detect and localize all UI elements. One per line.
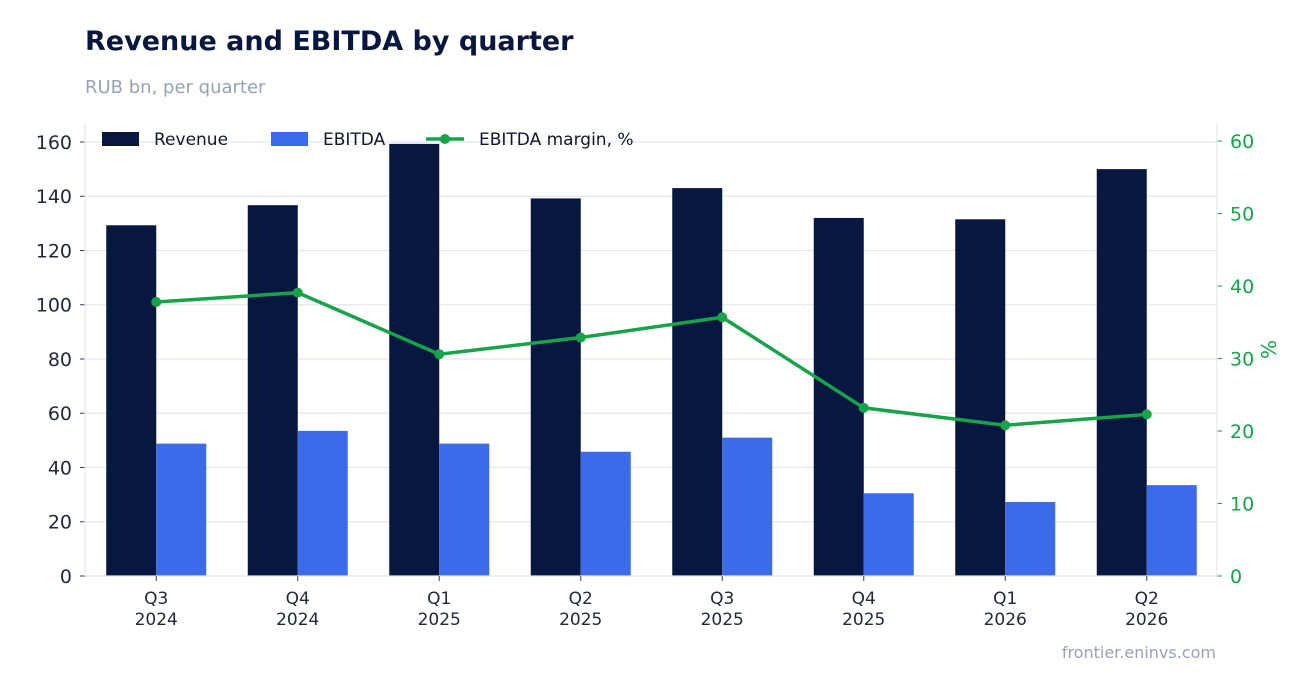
y2-tick-label: 60 xyxy=(1230,131,1254,153)
y2-tick-label: 50 xyxy=(1230,204,1254,226)
axes: 0 20 40 60 80 100 120 140 160 0 10 20 30 40 50 60% Q3 202… xyxy=(36,123,1281,630)
margin-point xyxy=(858,402,869,413)
y-tick-label: 20 xyxy=(48,512,72,534)
revenue-bar xyxy=(813,217,864,576)
margin-point xyxy=(434,349,445,360)
y-tick-label: 160 xyxy=(36,132,72,154)
revenue-bar xyxy=(247,205,298,576)
y2-tick-label: 10 xyxy=(1230,494,1254,516)
y-tick-label: 40 xyxy=(48,457,72,479)
margin-line xyxy=(151,287,1152,431)
y-tick-label: 0 xyxy=(60,566,72,588)
bars xyxy=(106,143,1197,577)
y2-tick-label: 20 xyxy=(1230,421,1254,443)
margin-point xyxy=(717,312,728,323)
legend-swatch-ebitda xyxy=(271,132,308,146)
chart-subtitle: RUB bn, per quarter xyxy=(85,77,266,98)
source-credit: frontier.eninvs.com xyxy=(1061,643,1216,662)
y2-tick-label: 0 xyxy=(1230,566,1242,588)
y-tick-label: 120 xyxy=(36,240,72,262)
y2-tick-label: 30 xyxy=(1230,349,1254,371)
ebitda-bar xyxy=(1146,485,1197,576)
revenue-bar xyxy=(955,219,1006,577)
legend-label-revenue: Revenue xyxy=(154,130,228,150)
ebitda-bar xyxy=(722,437,773,576)
x-tick-label: Q2 2025 xyxy=(559,589,602,630)
y-tick-label: 140 xyxy=(36,186,72,208)
ebitda-bar xyxy=(297,430,348,576)
y-tick-label: 80 xyxy=(48,349,72,371)
revenue-bar xyxy=(530,198,581,576)
x-tick-label: Q1 2026 xyxy=(984,589,1027,630)
x-tick-label: Q3 2024 xyxy=(135,589,178,630)
revenue-bar xyxy=(1096,169,1147,576)
revenue-bar xyxy=(672,188,723,576)
ebitda-bar xyxy=(1005,501,1056,576)
y-tick-label: 60 xyxy=(48,403,72,425)
ebitda-bar xyxy=(580,451,631,576)
margin-point xyxy=(151,297,162,308)
legend-label-ebitda: EBITDA xyxy=(323,130,386,150)
x-tick-label: Q4 2025 xyxy=(842,589,885,630)
y-tick-label: 100 xyxy=(36,295,72,317)
margin-point xyxy=(575,332,586,343)
margin-point xyxy=(292,287,303,298)
margin-point xyxy=(1141,409,1152,420)
x-tick-label: Q1 2025 xyxy=(418,589,461,630)
x-tick-label: Q4 2024 xyxy=(276,589,319,630)
legend-swatch-revenue xyxy=(102,132,139,146)
ebitda-bar xyxy=(439,443,490,576)
revenue-bar xyxy=(389,143,440,576)
ebitda-bar xyxy=(156,443,207,576)
y2-tick-label: 40 xyxy=(1230,276,1254,298)
revenue-bar xyxy=(106,225,157,576)
chart-title: Revenue and EBITDA by quarter xyxy=(85,26,574,57)
y2-axis-label: % xyxy=(1257,340,1281,359)
margin-point xyxy=(1000,420,1011,431)
ebitda-bar xyxy=(863,493,914,576)
legend-swatch-margin-marker xyxy=(440,134,450,144)
legend: Revenue EBITDA EBITDA margin, % xyxy=(102,130,634,150)
x-tick-label: Q3 2025 xyxy=(701,589,744,630)
x-tick-label: Q2 2026 xyxy=(1125,589,1168,630)
margin-series-line xyxy=(156,290,1147,427)
legend-label-margin: EBITDA margin, % xyxy=(479,130,634,150)
